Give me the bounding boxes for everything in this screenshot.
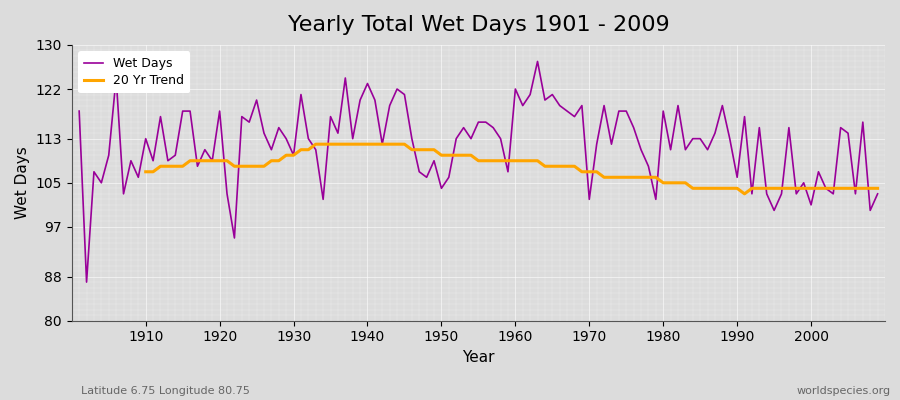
Text: Latitude 6.75 Longitude 80.75: Latitude 6.75 Longitude 80.75 <box>81 386 250 396</box>
20 Yr Trend <box>872 186 883 191</box>
20 Yr Trend <box>140 169 151 174</box>
20 Yr Trend <box>281 153 292 158</box>
Y-axis label: Wet Days: Wet Days <box>15 146 30 219</box>
Wet Days <box>872 192 883 196</box>
X-axis label: Year: Year <box>462 350 495 365</box>
Text: worldspecies.org: worldspecies.org <box>796 386 891 396</box>
Legend: Wet Days, 20 Yr Trend: Wet Days, 20 Yr Trend <box>78 51 190 93</box>
Wet Days <box>614 109 625 114</box>
Wet Days <box>510 87 521 92</box>
Title: Yearly Total Wet Days 1901 - 2009: Yearly Total Wet Days 1901 - 2009 <box>287 15 670 35</box>
Wet Days <box>303 136 314 141</box>
Wet Days <box>532 59 543 64</box>
Wet Days <box>81 280 92 284</box>
Line: 20 Yr Trend: 20 Yr Trend <box>146 144 878 194</box>
20 Yr Trend <box>850 186 860 191</box>
20 Yr Trend <box>828 186 839 191</box>
Wet Days <box>140 136 151 141</box>
Wet Days <box>518 103 528 108</box>
20 Yr Trend <box>739 192 750 196</box>
Wet Days <box>74 109 85 114</box>
20 Yr Trend <box>525 158 535 163</box>
20 Yr Trend <box>584 169 595 174</box>
Line: Wet Days: Wet Days <box>79 62 878 282</box>
20 Yr Trend <box>318 142 328 146</box>
Wet Days <box>347 136 358 141</box>
20 Yr Trend <box>310 142 321 146</box>
